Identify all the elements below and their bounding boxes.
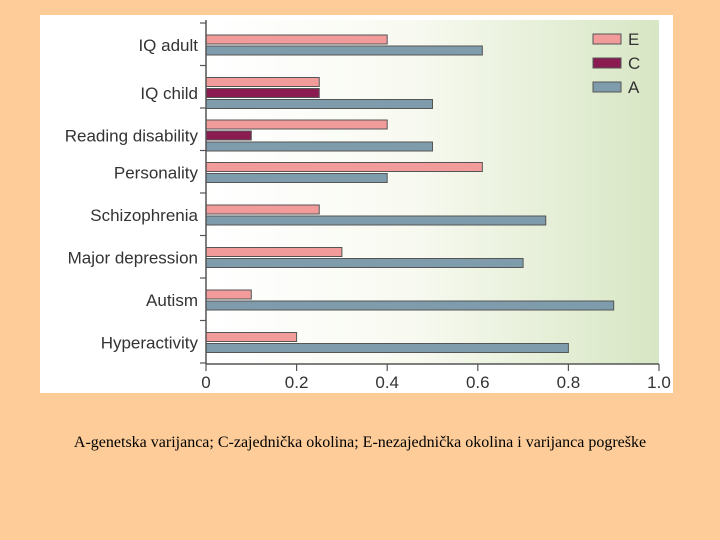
bar-a-iq-child (205, 99, 433, 109)
bar-a-autism (205, 300, 615, 311)
bar-a-reading-disability (205, 141, 433, 152)
legend-label-a: A (628, 78, 640, 97)
bar-e-major-depression (205, 247, 343, 257)
x-tick-label: 0.2 (285, 373, 309, 392)
bar-e-iq-adult (205, 34, 388, 45)
category-label: Autism (146, 291, 198, 310)
bar-a-major-depression (205, 258, 524, 268)
category-label: IQ adult (138, 36, 198, 55)
bar-a-hyperactivity (205, 343, 569, 353)
x-tick-label: 0.6 (466, 373, 490, 392)
category-label: Personality (114, 164, 199, 183)
category-label: Major depression (68, 249, 198, 268)
chart-container: 0 0.2 0.4 0.6 0.8 1.0 IQ adult IQ child Reading… (40, 15, 673, 393)
bar-e-reading-disability (205, 119, 388, 130)
category-label: IQ child (140, 84, 198, 103)
x-tick-label: 0.4 (375, 373, 399, 392)
bar-c-iq-child (205, 88, 320, 98)
legend-swatch-e (592, 33, 622, 45)
plot-background (206, 20, 659, 364)
bar-c-reading-disability (205, 130, 252, 141)
category-label: Reading disability (65, 127, 199, 146)
bar-e-schizophrenia (205, 204, 320, 215)
figure-caption: A-genetska varijanca; C-zajednička okoli… (73, 434, 647, 451)
bar-e-hyperactivity (205, 332, 298, 342)
bar-a-schizophrenia (205, 215, 547, 226)
legend-swatch-a (592, 81, 622, 93)
x-tick-label: 1.0 (647, 373, 671, 392)
bar-a-personality (205, 173, 388, 183)
x-tick-label: 0.8 (557, 373, 581, 392)
bar-e-iq-child (205, 77, 320, 87)
bar-e-personality (205, 162, 483, 172)
legend-label-e: E (628, 30, 639, 49)
legend-label-c: C (628, 54, 640, 73)
bar-a-iq-adult (205, 45, 483, 56)
legend-swatch-c (592, 57, 622, 69)
category-label: Schizophrenia (90, 206, 198, 225)
category-label: Hyperactivity (101, 334, 199, 353)
bar-chart: 0 0.2 0.4 0.6 0.8 1.0 IQ adult IQ child Reading… (65, 20, 671, 392)
bar-e-autism (205, 289, 252, 300)
x-tick-label: 0 (201, 373, 210, 392)
